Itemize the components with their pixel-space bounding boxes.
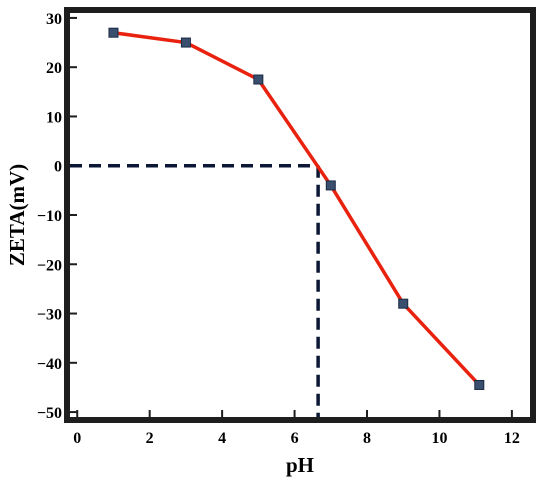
y-tick-label: −10 bbox=[37, 208, 62, 225]
x-axis-title: pH bbox=[286, 453, 314, 477]
y-tick-label: 20 bbox=[46, 60, 62, 77]
data-point bbox=[108, 27, 119, 38]
x-tick-label: 6 bbox=[291, 430, 299, 447]
x-tick-label: 4 bbox=[218, 430, 226, 447]
reference-lines bbox=[70, 163, 320, 417]
x-tick-label: 2 bbox=[146, 430, 154, 447]
y-tick-label: −20 bbox=[37, 257, 62, 274]
x-tick-label: 12 bbox=[504, 430, 520, 447]
y-tick-label: 0 bbox=[54, 159, 62, 176]
y-tick-label: −40 bbox=[37, 356, 62, 373]
series-group bbox=[108, 27, 485, 390]
data-point bbox=[398, 298, 409, 309]
y-tick-label: 10 bbox=[46, 109, 62, 126]
y-tick-label: −30 bbox=[37, 307, 62, 324]
data-point bbox=[180, 37, 191, 48]
x-axis-ticks: 0 2 4 6 8 10 12 bbox=[73, 410, 520, 447]
y-tick-label: −50 bbox=[37, 405, 62, 422]
y-axis-title: ZETA(mV) bbox=[5, 164, 29, 266]
data-point bbox=[325, 180, 336, 191]
data-point bbox=[253, 74, 264, 85]
x-tick-label: 8 bbox=[363, 430, 371, 447]
y-axis-ticks: 30 20 10 0 −10 −20 −30 −40 −50 bbox=[37, 11, 77, 422]
x-tick-label: 10 bbox=[431, 430, 447, 447]
data-point bbox=[474, 379, 485, 390]
plot-frame bbox=[64, 7, 536, 423]
series-line bbox=[113, 30, 481, 387]
x-tick-label: 0 bbox=[73, 430, 81, 447]
y-tick-label: 30 bbox=[46, 11, 62, 28]
